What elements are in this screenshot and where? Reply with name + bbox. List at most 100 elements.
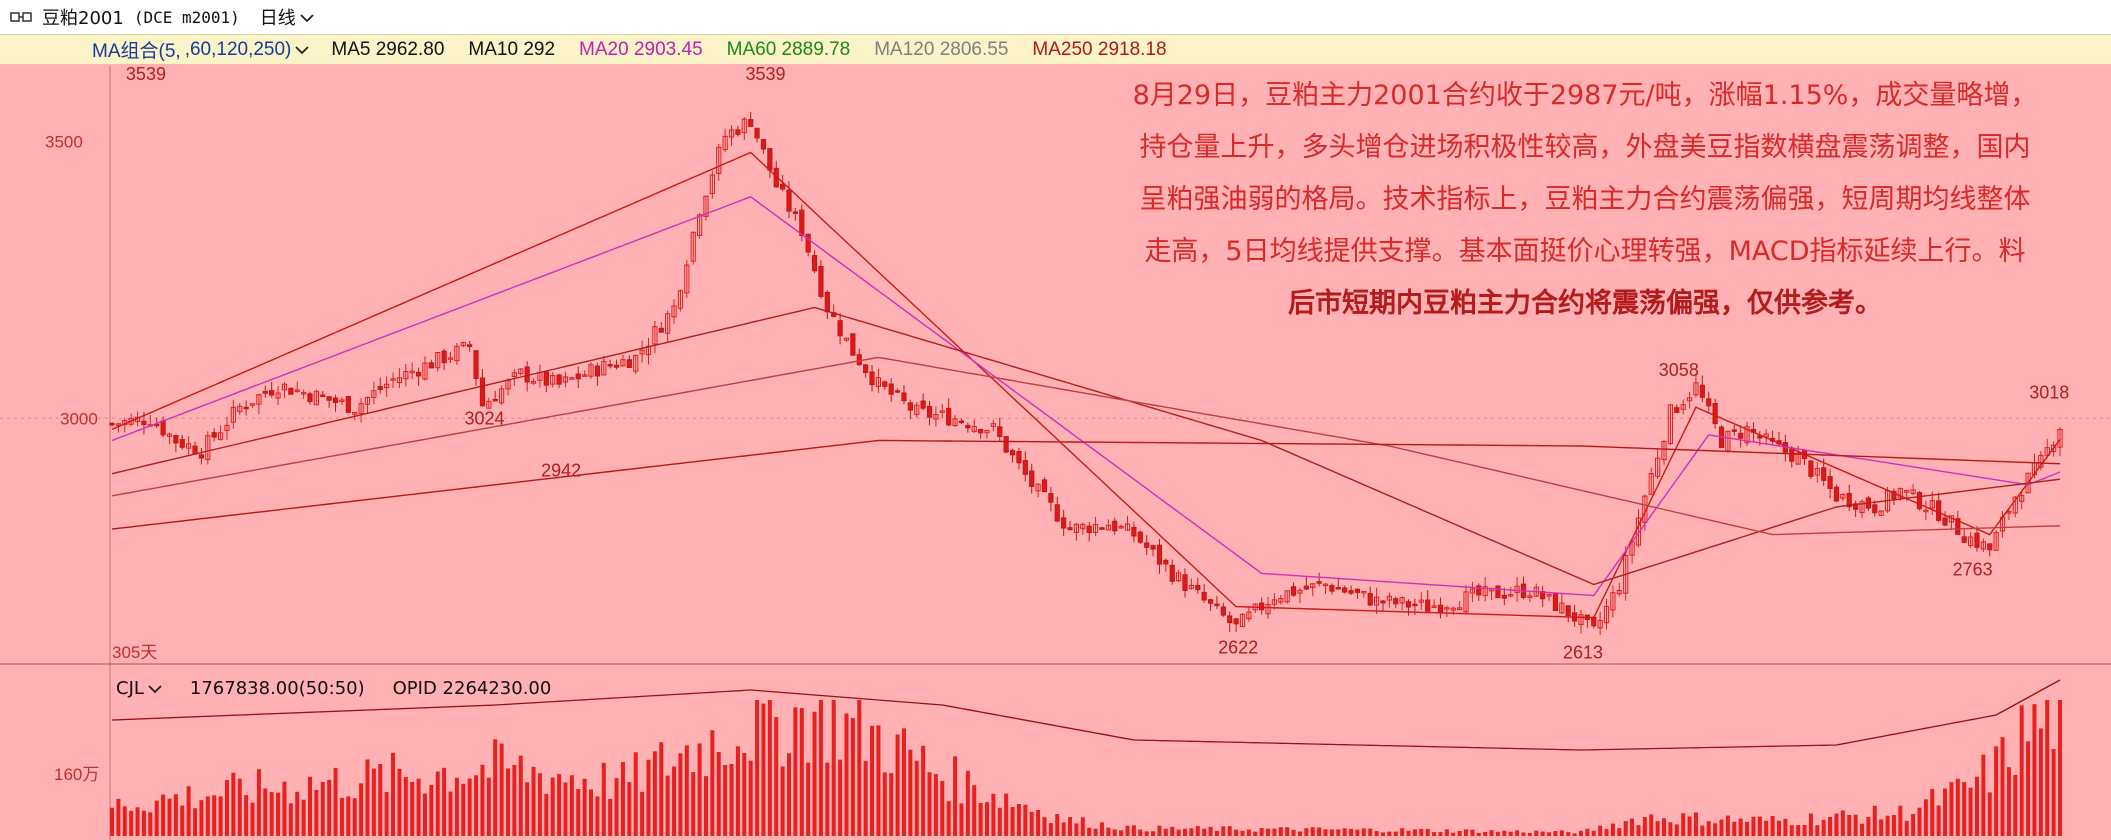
volume-bar [818, 700, 823, 836]
note-line: 呈粕强油弱的格局。技术指标上，豆粕主力合约震荡偏强，短周期均线整体 [1139, 184, 2031, 215]
indicator-selector[interactable]: CJL [116, 678, 162, 699]
candle-body [237, 405, 243, 413]
ma-legend-item: MA10 292 [468, 38, 556, 60]
candle-body [1686, 397, 1693, 402]
volume-bar [614, 778, 619, 836]
volume-bar [755, 700, 760, 836]
candle-body [1693, 382, 1699, 396]
candle-body [1495, 585, 1501, 599]
volume-bar [1866, 816, 1871, 836]
candle-body [1354, 588, 1361, 593]
ma-line-ma120 [111, 356, 2061, 536]
volume-bar [1093, 828, 1098, 836]
candle-body [1821, 467, 1827, 481]
candle-body [1897, 488, 1903, 498]
candle-body [1259, 602, 1265, 611]
volume-bar [703, 776, 708, 836]
candle-body [1214, 603, 1220, 607]
volume-bar [1253, 831, 1258, 836]
candle-body [882, 381, 888, 387]
volume-bar [1208, 826, 1213, 836]
candle-body [594, 365, 601, 377]
candle-body [1916, 492, 1923, 510]
candle-body [2044, 447, 2050, 456]
candle-body [1546, 593, 1552, 597]
candle-body [1667, 404, 1674, 444]
candle-body [1118, 525, 1124, 529]
volume-bar [1144, 831, 1149, 836]
candle-body [1329, 584, 1335, 592]
volume-bar [1451, 832, 1456, 836]
candle-body [639, 349, 645, 355]
volume-bar [288, 803, 293, 836]
price-label: 3539 [126, 64, 166, 84]
volume-bar [735, 746, 740, 836]
candle-body [1437, 604, 1444, 613]
volume-bar [218, 796, 223, 836]
volume-bar [716, 751, 721, 836]
volume-bar [1074, 823, 1079, 836]
candle-body [1457, 607, 1463, 611]
candle-body [160, 420, 166, 436]
volume-bar [889, 773, 894, 836]
period-selector[interactable]: 日线 [260, 4, 314, 30]
candle-body [1073, 523, 1080, 534]
volume-bar [1623, 821, 1628, 836]
volume-bar [927, 772, 932, 836]
indicator-bar: CJL 1767838.00(50:50) OPID 2264230.00 [116, 678, 551, 699]
volume-bar [953, 756, 958, 836]
ma-combo-selector[interactable]: MA组合(5, ,60,120,250) [92, 36, 310, 63]
candle-body [1169, 564, 1175, 582]
candle-body [1655, 457, 1661, 477]
candle-body [690, 231, 696, 262]
price-label: 2613 [1563, 643, 1603, 663]
link-icon[interactable] [10, 7, 32, 28]
volume-bar [2038, 728, 2043, 836]
candle-body [1393, 598, 1399, 605]
volume-bar [154, 800, 159, 836]
volume-bar [1234, 829, 1239, 836]
volume-bar [1297, 831, 1302, 836]
volume-bar [1157, 825, 1162, 836]
volume-bar [863, 760, 868, 836]
candle-body [384, 383, 390, 389]
volume-bar [429, 785, 434, 836]
candle-body [1080, 523, 1086, 530]
candle-body [1239, 613, 1246, 628]
volume-bar [627, 782, 632, 836]
volume-bar [1329, 829, 1334, 836]
volume-bar [908, 749, 913, 836]
candle-body [1137, 531, 1143, 543]
candle-body [1699, 384, 1705, 398]
volume-bar [1182, 828, 1187, 836]
candle-body [352, 411, 358, 415]
volume-bar [378, 764, 383, 836]
candle-body [1112, 520, 1118, 532]
candle-body [1176, 572, 1182, 582]
volume-bar [1911, 813, 1916, 836]
candle-body [1009, 450, 1016, 456]
candle-body [371, 390, 377, 399]
volume-bar [1393, 831, 1398, 836]
chevron-down-icon [300, 7, 314, 28]
candle-body [1003, 436, 1009, 453]
volume-bar [467, 778, 472, 836]
volume-bar [193, 808, 198, 836]
volume-bar [1585, 828, 1590, 836]
candle-body [1086, 525, 1092, 534]
candle-body [741, 118, 747, 134]
volume-bar [531, 766, 536, 836]
volume-bar [129, 810, 134, 836]
volume-bar [1540, 831, 1545, 836]
period-label: 日线 [259, 8, 296, 29]
candle-body [1980, 541, 1986, 550]
volume-bar [1521, 832, 1526, 836]
candle-body [582, 374, 588, 377]
volume-bar [1572, 833, 1577, 836]
volume-bar [876, 725, 881, 836]
volume-bar [1087, 827, 1092, 836]
candle-body [1348, 590, 1354, 594]
volume-bar [972, 785, 977, 836]
candle-body [735, 129, 741, 135]
